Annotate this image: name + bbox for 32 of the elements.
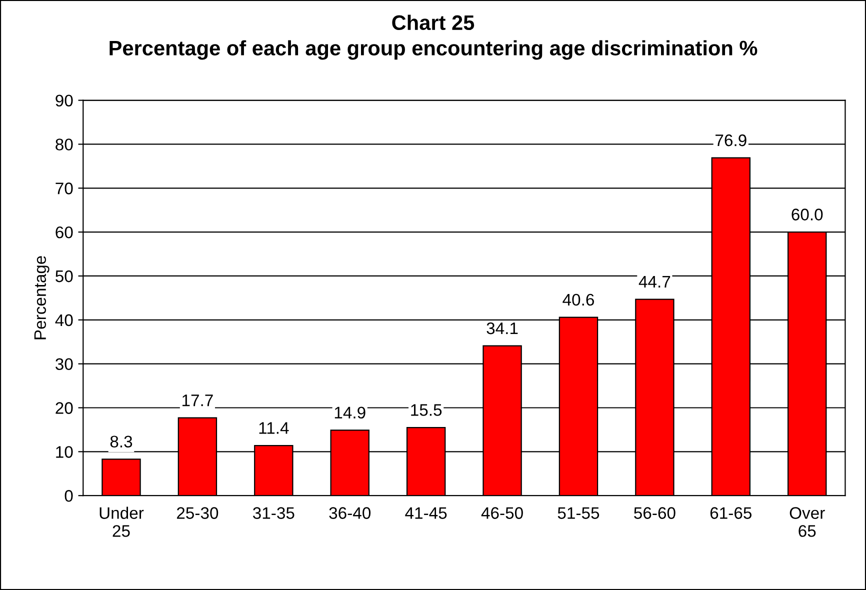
y-tick-label: 20 bbox=[56, 402, 73, 414]
x-tick-label: 51-55 bbox=[558, 507, 600, 519]
data-label: 17.7 bbox=[182, 394, 213, 406]
data-label: 34.1 bbox=[486, 322, 518, 334]
y-tick-label: 40 bbox=[55, 314, 73, 326]
data-label: 14.9 bbox=[334, 406, 366, 419]
data-label: 15.5 bbox=[411, 404, 442, 416]
y-tick-label: 70 bbox=[56, 182, 73, 194]
data-label: 8.3 bbox=[110, 436, 132, 448]
y-tick-label: 30 bbox=[56, 358, 73, 370]
x-tick-label: 36-40 bbox=[329, 507, 371, 519]
data-label: 76.9 bbox=[716, 134, 746, 146]
x-tick-label: 31-35 bbox=[252, 507, 294, 519]
y-tick-label: 90 bbox=[56, 94, 73, 107]
y-tick-label: 50 bbox=[56, 270, 73, 282]
x-tick-label: Over 65 bbox=[790, 507, 825, 537]
x-tick-label: 46-50 bbox=[481, 507, 523, 519]
x-tick-label: 41-45 bbox=[405, 507, 447, 519]
x-tick-label: Under 25 bbox=[100, 506, 144, 537]
data-label: 44.7 bbox=[638, 276, 670, 288]
y-tick-label: 80 bbox=[56, 138, 73, 150]
y-axis-title: Percentage bbox=[34, 256, 50, 340]
y-tick-label: 10 bbox=[56, 446, 73, 458]
y-tick-label: 60 bbox=[56, 226, 73, 238]
data-label: 40.6 bbox=[562, 294, 594, 306]
data-label: 11.4 bbox=[259, 422, 289, 434]
x-tick-label: 61-65 bbox=[710, 507, 752, 519]
x-tick-label: 25-30 bbox=[176, 507, 218, 519]
data-label: 60.0 bbox=[792, 208, 823, 220]
x-tick-label: 56-60 bbox=[634, 507, 676, 519]
chart-title: Chart 25 Percentage of each age group encountering age discrimination % bbox=[110, 14, 758, 60]
y-tick-label: 0 bbox=[64, 490, 73, 502]
